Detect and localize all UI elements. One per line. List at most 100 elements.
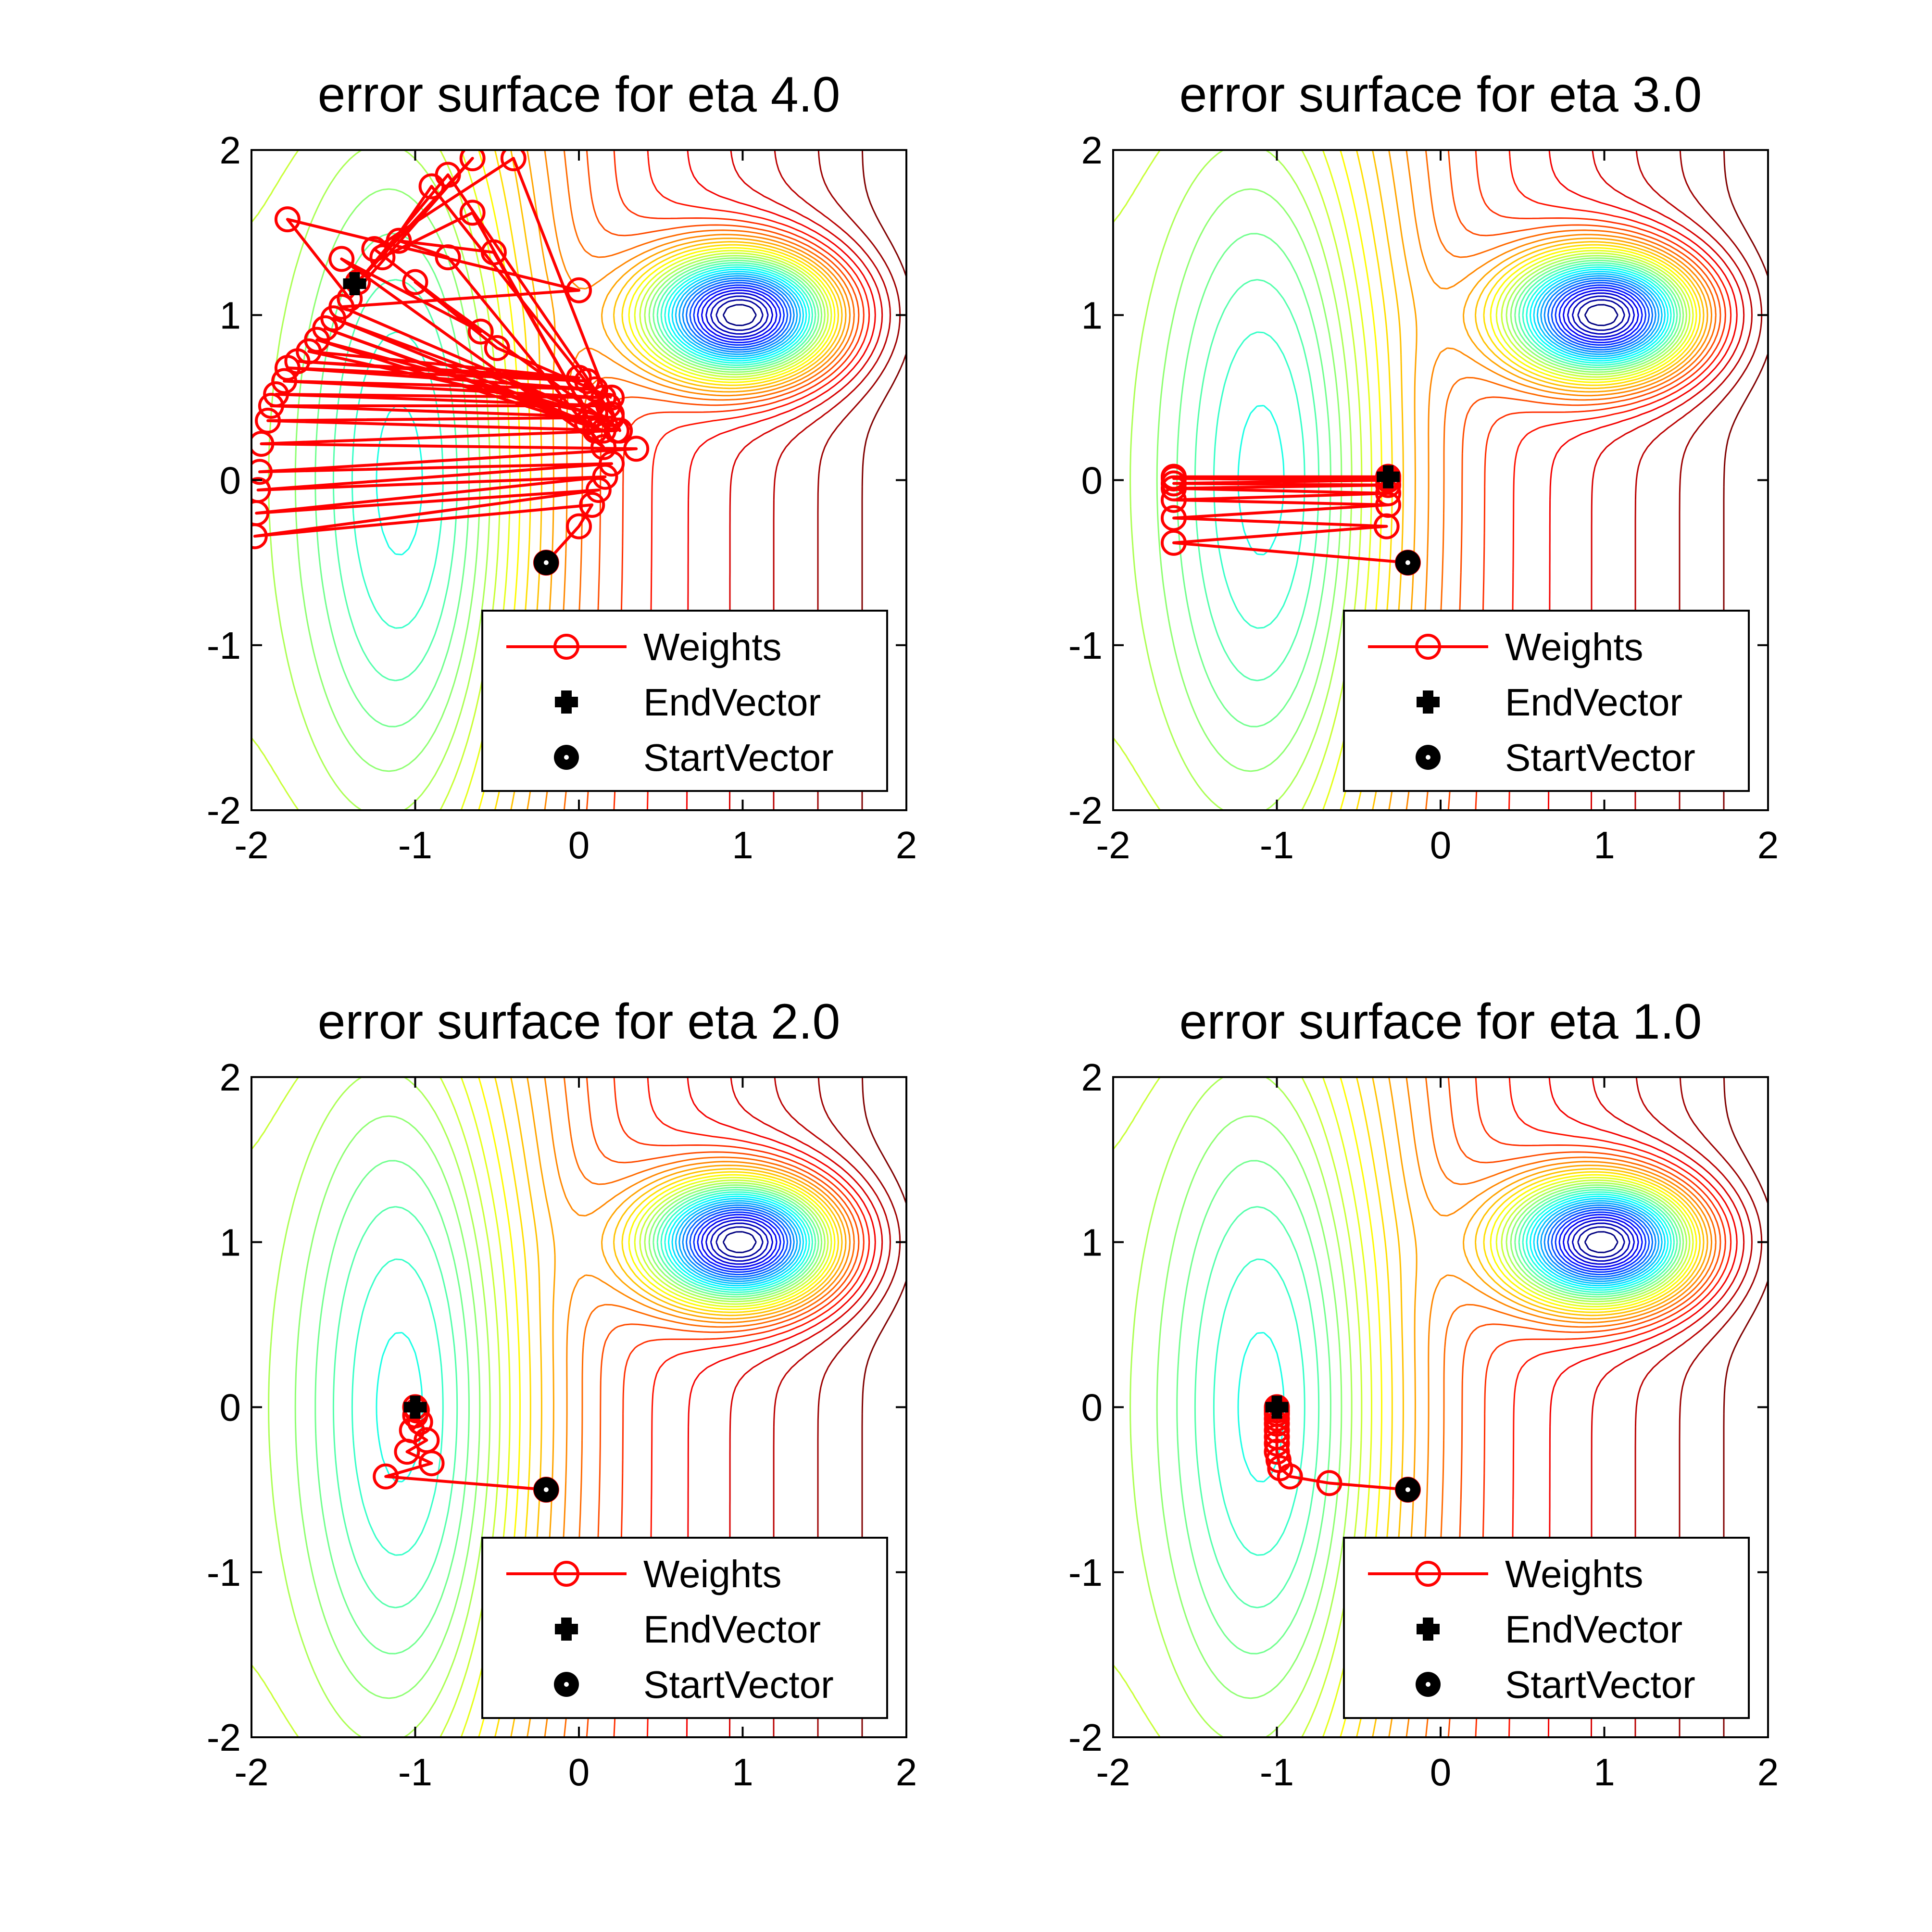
contour-level [1571,1222,1631,1262]
contour-level [689,282,789,349]
weights-point [328,246,355,272]
legend-marker-weights [1415,634,1441,660]
contour-level [1555,284,1647,346]
y-tick-label: 1 [220,1221,241,1264]
weights-point [1160,529,1187,556]
contour-level [705,292,774,338]
weights-point [459,150,486,172]
x-tick-label: -2 [1096,824,1130,866]
y-tick-label: 2 [220,1056,241,1099]
contour-level [1551,1209,1650,1276]
subplot-4: -2 -1 0 1 2 2 1 0 -1 -2 error surface for eta 1.0 W… [1068,994,1779,1794]
x-tick-label: 1 [732,1751,753,1794]
contour-level [1533,1198,1666,1287]
contour-level [1567,1219,1635,1265]
y-tick-label: -1 [207,624,241,667]
weights-point [557,393,584,419]
legend-label: EndVector [1505,1608,1682,1651]
weights-point [484,335,510,361]
chart-title: error surface for eta 4.0 [318,67,841,123]
contour-level [1156,1115,1684,1699]
x-tick-label: -1 [398,824,432,866]
legend-label: Weights [643,626,782,668]
weights-point [566,364,592,391]
weights-point [435,244,461,271]
x-tick-label: 0 [568,1751,590,1794]
x-tick-label: 1 [1593,1751,1615,1794]
x-tick-label: 2 [1757,1751,1779,1794]
contour-level [715,1226,764,1258]
legend-box [1343,610,1750,792]
legend-box [481,610,888,792]
weights-point [623,436,650,462]
weights-line [1172,475,1408,565]
weights-point [607,417,633,444]
contour-level [1577,299,1625,331]
weights-point [402,269,428,295]
contour-level [268,1077,826,1737]
y-tick-label: 0 [220,459,241,502]
y-tick-label: 2 [1081,1056,1103,1099]
x-tick-label: -2 [234,1751,268,1794]
contour-level [1584,1231,1618,1254]
subplot-1: -2 -1 0 1 2 2 1 0 -1 -2 error surface for eta 4.0 W… [207,67,917,866]
chart-title: error surface for eta 3.0 [1179,67,1702,123]
weights-point [386,227,412,254]
legend-label: EndVector [1505,681,1682,724]
legend: Weights EndVector StartVector [1343,1537,1750,1719]
weights-point [1264,1439,1290,1465]
contour-level [1543,277,1656,353]
y-tick-label: -2 [207,1716,241,1759]
contour-level [722,1231,757,1254]
legend-label: Weights [643,1553,782,1595]
legend-marker-endvector [1417,1618,1440,1641]
weights-point [467,318,494,345]
contour-level [1567,292,1635,338]
contour-level [697,1214,781,1270]
contour-level [1176,1160,1681,1655]
contour-level [1558,1214,1643,1270]
legend-label: Weights [1505,626,1643,668]
end-vector-point [403,1395,427,1419]
x-tick-label: -2 [1096,1751,1130,1794]
contour-level [332,1189,816,1608]
legend-label: StartVector [1505,736,1695,779]
contour-level [1156,188,1684,772]
start-vector-point-center [543,560,549,565]
contour-level [1547,279,1654,351]
chart-title: error surface for eta 1.0 [1179,994,1702,1050]
contour-level [314,1160,819,1655]
weights-point [251,477,271,503]
contour-level [667,268,807,362]
weights-point [590,417,617,444]
weights-point [480,239,507,265]
y-tick-label: -1 [1068,624,1103,667]
contour-level [675,273,801,357]
weights-point [1316,1470,1342,1496]
y-tick-label: 1 [220,294,241,337]
weights-point [592,464,618,490]
legend-box [1343,1537,1750,1719]
x-tick-label: 0 [568,824,590,866]
contour-level [1129,1077,1687,1737]
x-tick-label: 0 [1430,1751,1452,1794]
weights-point [1264,1430,1290,1457]
x-tick-label: 2 [1757,824,1779,866]
weights-point [566,277,592,303]
legend-marker-endvector [555,1618,578,1641]
y-tick-label: 1 [1081,1221,1103,1264]
subplot-3: -2 -1 0 1 2 2 1 0 -1 -2 error surface for eta 2.0 W… [207,994,917,1794]
contour-level [678,275,798,355]
contour-level [1555,1211,1647,1273]
contour-level [1533,271,1666,360]
contour-level [697,287,781,343]
x-tick-label: 1 [732,824,753,866]
contour-level [701,1217,778,1268]
weights-point [582,401,609,427]
contour-level [294,1115,823,1699]
contour-level [693,1211,785,1273]
legend-marker-weights [553,634,579,660]
legend: Weights EndVector StartVector [1343,610,1750,792]
weights-point [574,409,601,436]
weights-line [1275,1407,1408,1492]
